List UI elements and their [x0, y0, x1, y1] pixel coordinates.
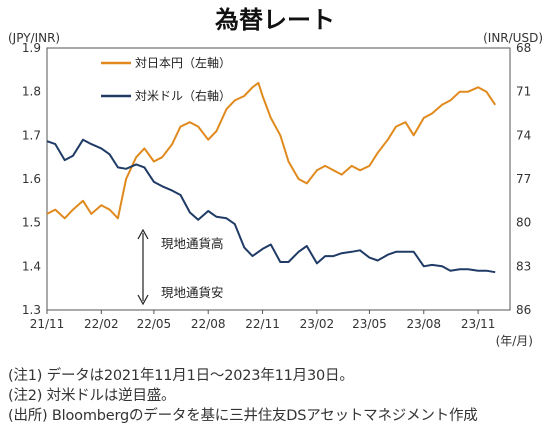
x-tick-label: 23/08: [406, 317, 441, 331]
exchange-rate-chart: 為替レート (JPY/INR) (INR/USD) (年/月) 1.31.41.…: [8, 6, 543, 348]
right-tick-label: 83: [516, 259, 531, 273]
left-tick-label: 1.4: [22, 259, 41, 273]
x-axis: 21/11 22/02 22/05 22/08 22/11 23/02 23/05 23/08…: [30, 310, 496, 331]
left-tick-label: 1.8: [22, 85, 41, 99]
chart-title: 為替レート: [215, 6, 335, 34]
note-1: (注1) データは2021年11月1日～2023年11月30日。: [8, 368, 354, 384]
right-axis-label: (INR/USD): [483, 31, 543, 45]
jpy-series-line: [46, 81, 497, 220]
note-2: (注2) 対米ドルは逆目盛。: [8, 388, 176, 404]
x-unit-label: (年/月): [496, 334, 533, 348]
left-tick-label: 1.7: [22, 128, 41, 142]
x-tick-label: 22/02: [84, 317, 119, 331]
legend: 対日本円（左軸） 対米ドル（右軸）: [101, 55, 231, 103]
footnotes: (注1) データは2021年11月1日～2023年11月30日。 (注2) 対米…: [8, 366, 548, 426]
x-tick-label: 22/11: [245, 317, 280, 331]
x-tick-label: 21/11: [30, 317, 65, 331]
legend-usd-label: 対米ドル（右軸）: [135, 88, 231, 103]
x-tick-label: 23/11: [461, 317, 496, 331]
right-tick-label: 77: [516, 172, 531, 186]
left-tick-label: 1.5: [22, 216, 41, 230]
right-tick-label: 68: [516, 41, 531, 55]
plot-area: [46, 47, 511, 311]
right-tick-label: 74: [516, 128, 531, 142]
left-axis-label: (JPY/INR): [8, 31, 60, 45]
x-tick-label: 23/02: [300, 317, 335, 331]
left-tick-label: 1.3: [22, 303, 41, 317]
right-tick-label: 80: [516, 216, 531, 230]
left-tick-label: 1.6: [22, 172, 41, 186]
x-tick-label: 22/08: [191, 317, 226, 331]
annotation-local-currency-strong: 現地通貨高: [161, 236, 224, 251]
legend-jpy-label: 対日本円（左軸）: [135, 55, 231, 70]
left-tick-label: 1.9: [22, 41, 41, 55]
right-tick-label: 71: [516, 85, 531, 99]
right-tick-label: 86: [516, 303, 531, 317]
currency-direction-arrow: [137, 228, 149, 306]
usd-series-line: [46, 138, 496, 274]
right-axis: 68 71 74 77 80 83 86: [516, 41, 531, 317]
source-note: (出所) Bloombergのデータを基に三井住友DSアセットマネジメント作成: [8, 408, 478, 424]
x-tick-label: 22/05: [137, 317, 172, 331]
left-axis: 1.3 1.4 1.5 1.6 1.7 1.8 1.9: [22, 41, 41, 317]
x-tick-label: 23/05: [352, 317, 387, 331]
annotation-local-currency-weak: 現地通貨安: [161, 285, 224, 300]
